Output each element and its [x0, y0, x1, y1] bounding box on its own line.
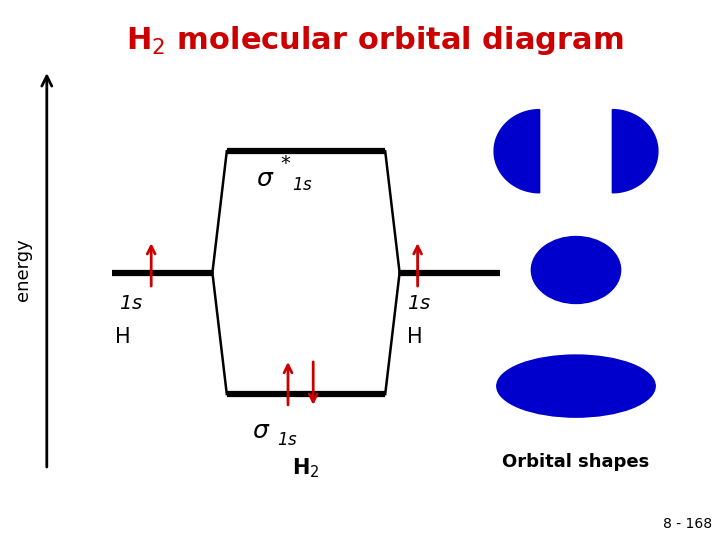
Text: energy: energy	[14, 239, 32, 301]
Text: 1$s$: 1$s$	[277, 431, 298, 449]
Text: H$_2$ molecular orbital diagram: H$_2$ molecular orbital diagram	[126, 24, 623, 57]
Text: $\sigma$: $\sigma$	[252, 418, 271, 442]
Ellipse shape	[497, 355, 655, 417]
Text: H: H	[115, 327, 131, 347]
Text: 8 - 168: 8 - 168	[663, 517, 712, 531]
Text: Orbital shapes: Orbital shapes	[503, 453, 649, 471]
Polygon shape	[494, 110, 540, 193]
Circle shape	[531, 237, 621, 303]
Polygon shape	[612, 110, 658, 193]
Text: *: *	[281, 154, 291, 173]
Text: H: H	[407, 327, 423, 347]
Text: 1$s$: 1$s$	[292, 176, 312, 193]
Text: 1$s$: 1$s$	[407, 294, 431, 313]
Text: $\sigma$: $\sigma$	[256, 167, 274, 191]
Text: H$_2$: H$_2$	[292, 456, 320, 480]
Text: 1$s$: 1$s$	[119, 294, 143, 313]
